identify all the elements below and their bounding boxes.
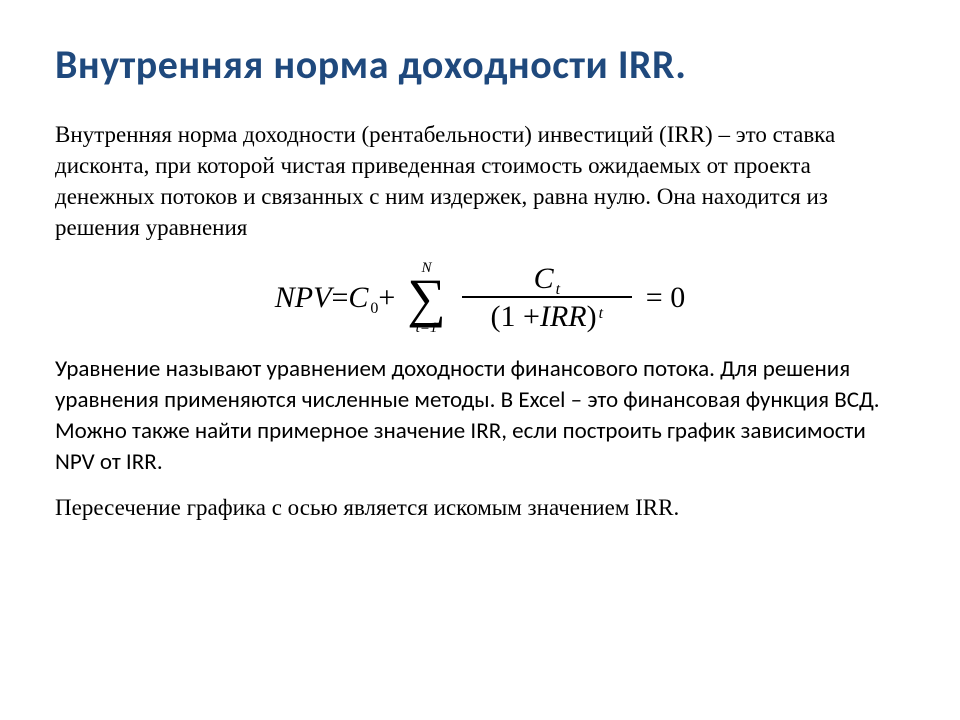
formula-ct: C (534, 264, 554, 294)
sigma-lower: t=1 (416, 321, 438, 336)
npv-formula: NPV = C 0 + N ∑ t=1 C t (1 + IRR ) t (275, 261, 685, 336)
formula-denom-sup: t (599, 306, 603, 322)
formula-eq2: = 0 (646, 281, 685, 315)
formula-c0: C (348, 281, 368, 315)
formula-eq1: = (331, 281, 348, 315)
formula-plus1: + (378, 281, 395, 315)
formula-denom-open: (1 + (491, 302, 540, 332)
fraction: C t (1 + IRR ) t (462, 264, 632, 332)
sigma-block: N ∑ t=1 (407, 261, 446, 336)
formula-c0-sub: 0 (370, 300, 378, 318)
sigma-symbol: ∑ (407, 274, 446, 323)
formula-npv: NPV (275, 281, 332, 315)
intro-paragraph: Внутренняя норма доходности (рентабельно… (55, 119, 905, 243)
formula-irr: IRR (540, 302, 587, 332)
page-title: Внутренняя норма доходности IRR. (55, 40, 905, 89)
conclusion-paragraph: Пересечение графика с осью является иско… (55, 492, 905, 523)
formula-ct-sub: t (556, 282, 560, 298)
explanation-paragraph: Уравнение называют уравнением доходности… (55, 354, 905, 478)
formula-denom-close: ) (587, 302, 597, 332)
formula-container: NPV = C 0 + N ∑ t=1 C t (1 + IRR ) t (55, 261, 905, 336)
